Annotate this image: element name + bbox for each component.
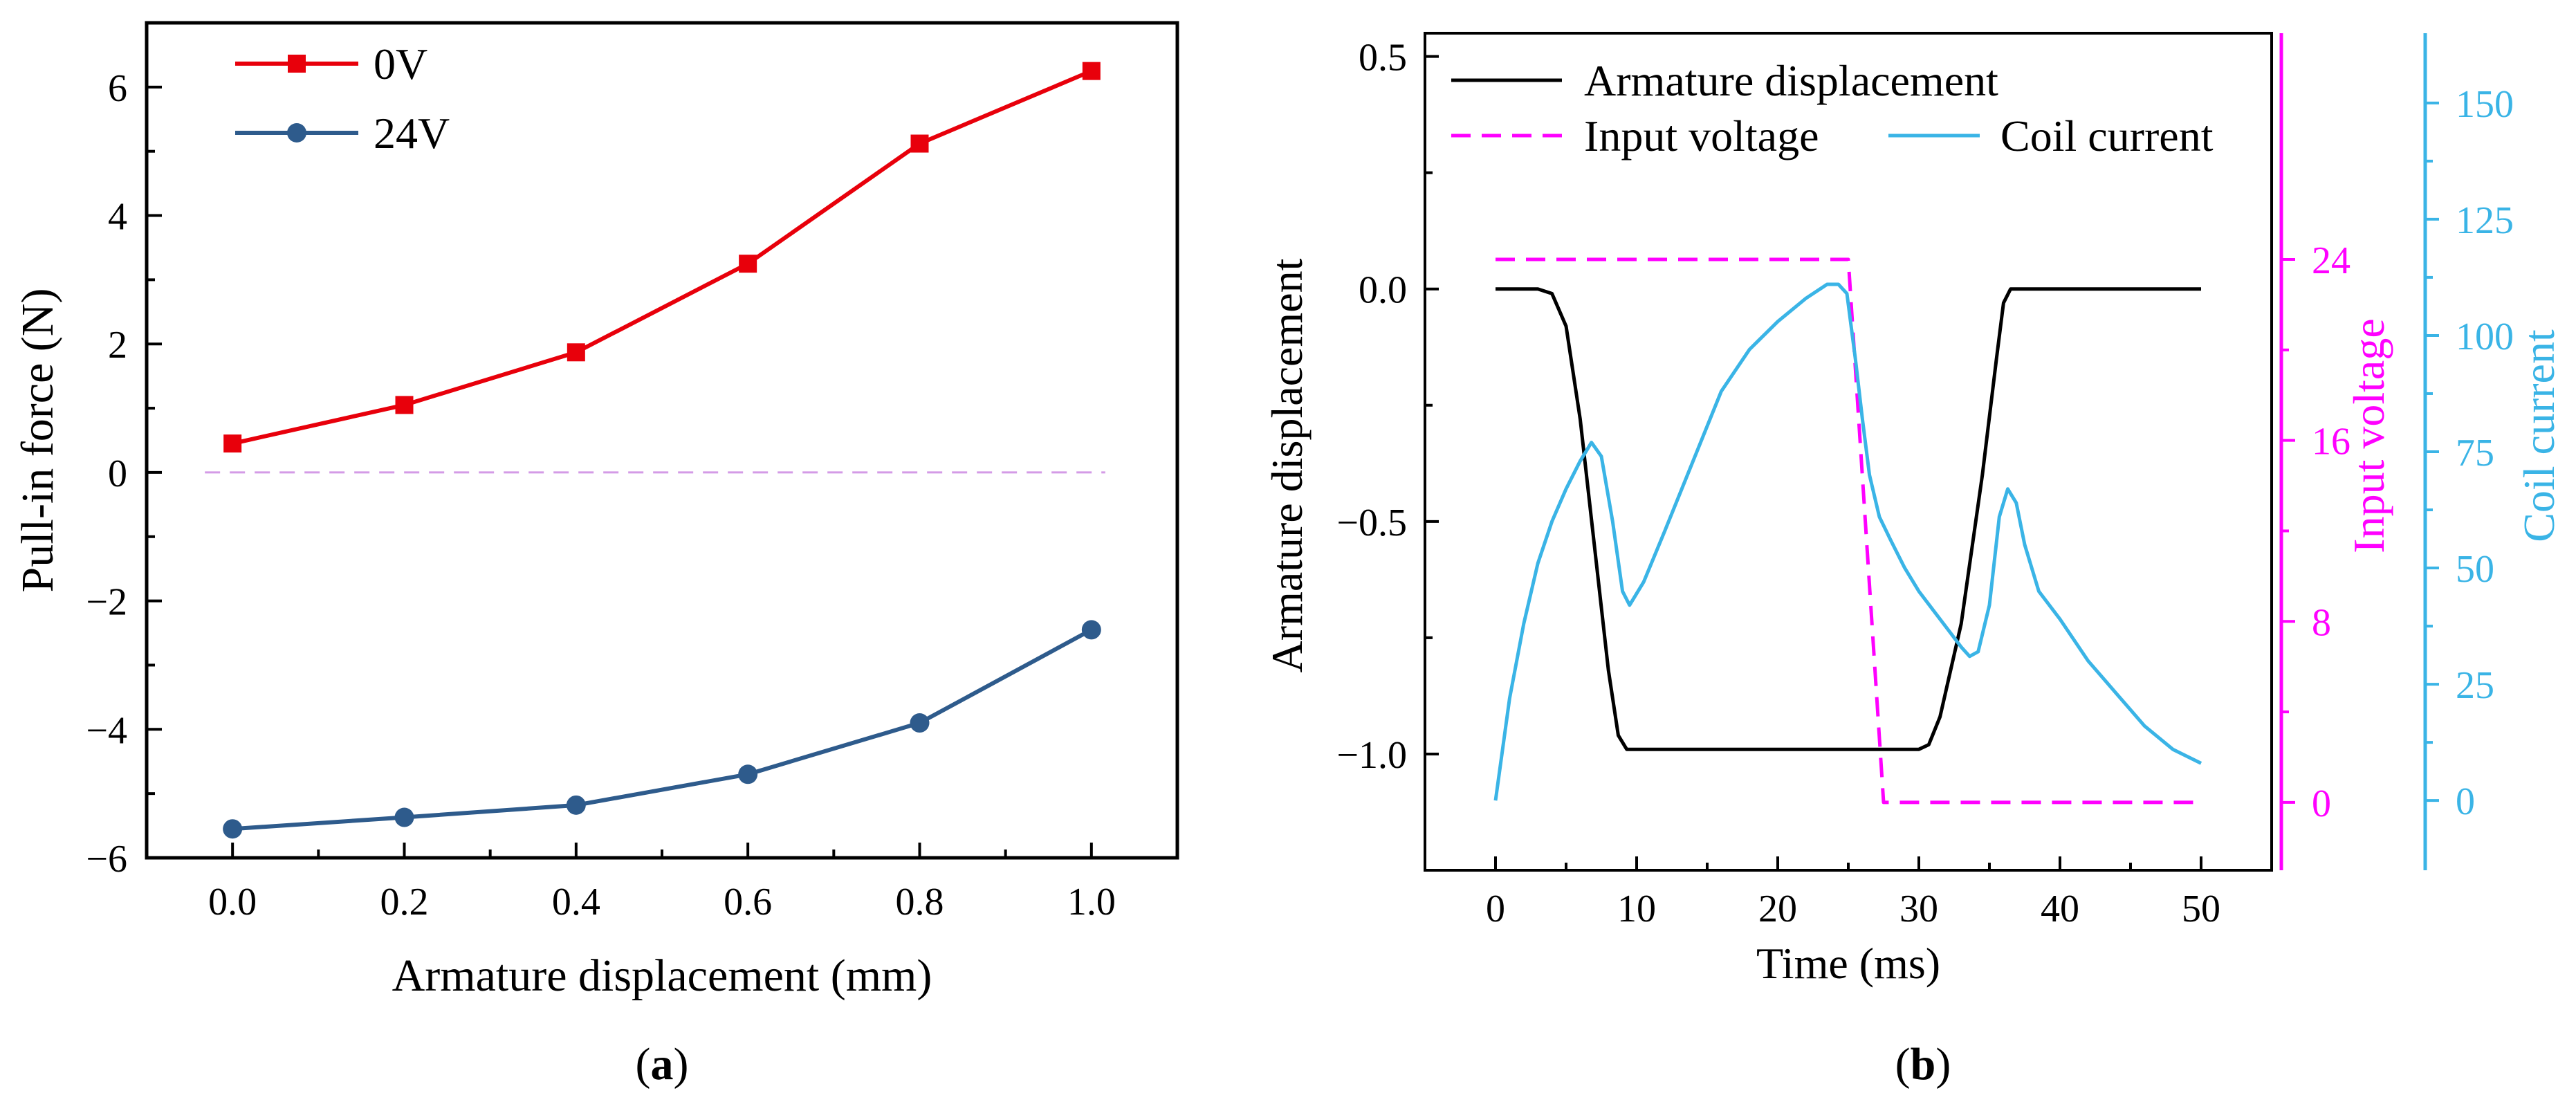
b-legend-label: Armature displacement [1584,56,1998,105]
b-series-line-coil-current [1493,282,2202,801]
a-y-tick-label: 2 [108,324,127,367]
b-x-axis-label: Time (ms) [1756,939,1940,988]
a-legend-label: 24V [374,109,450,158]
a-legend-label: 0V [374,39,427,89]
a-plot-frame [145,21,1179,860]
b-coil-current-axis-label: Coil current [2514,329,2564,542]
a-point-24V [738,764,758,784]
b-panel-label: (b) [1895,1039,1951,1090]
a-y-tick-label: −2 [86,581,127,624]
a-point-24V [566,795,586,815]
b-x-tick-label: 10 [1617,888,1656,930]
b-x-tick-label: 0 [1486,888,1505,930]
b-x-tick-label: 40 [2041,888,2079,930]
a-y-tick-label: 6 [108,67,127,110]
a-point-0V [739,255,757,273]
b-left-y-tick-label: −1.0 [1336,734,1407,777]
a-axis-ticks: 0.0 0.2 0.4 0.6 0.8 1.0 −6 −4 −2 0 2 4 6 [86,67,1115,924]
b-left-y-tick-label: 0.0 [1359,269,1407,312]
a-point-24V [1081,620,1101,640]
a-point-0V [1082,62,1101,80]
a-y-tick-label: 4 [108,196,127,239]
a-x-tick-label: 0.2 [380,881,429,924]
a-series-group [223,62,1101,839]
b-plot-frame [1424,32,2273,872]
a-point-24V [394,807,414,827]
a-y-tick-label: 0 [108,452,127,495]
a-point-0V [910,134,929,153]
a-point-0V [395,396,414,414]
b-legend-label: Input voltage [1584,111,1819,160]
a-x-tick-label: 0.0 [208,881,257,924]
b-axis-ticks: 0 10 20 30 40 50 −1.0 −0.5 0.0 0.5 0 8 16 24 0 25 50 75 10… [1336,37,2514,930]
a-x-tick-label: 0.6 [724,881,772,924]
b-voltage-tick-label: 8 [2312,601,2331,644]
a-x-tick-label: 0.8 [896,881,944,924]
b-left-y-tick-label: 0.5 [1359,37,1407,80]
b-input-voltage-axis-label: Input voltage [2344,318,2393,553]
a-point-0V [567,343,585,362]
a-point-24V [223,819,243,839]
a-x-tick-label: 0.4 [552,881,600,924]
a-legend-marker [287,123,306,143]
a-x-tick-label: 1.0 [1067,881,1116,924]
b-series-line-input-voltage [1496,257,2201,805]
a-point-0V [223,434,242,453]
b-left-y-axis-label: Armature displacement [1262,258,1312,672]
b-current-tick-label: 150 [2456,83,2514,126]
b-voltage-tick-label: 24 [2312,239,2350,282]
a-y-tick-label: −4 [86,709,127,752]
b-series-line-armature-displacement [1496,287,2201,751]
b-current-tick-label: 25 [2456,664,2494,707]
b-current-tick-label: 125 [2456,199,2514,242]
b-x-tick-label: 50 [2182,888,2220,930]
b-current-tick-label: 100 [2456,315,2514,358]
a-point-24V [910,713,930,733]
b-current-tick-label: 50 [2456,548,2494,591]
a-y-axis-label: Pull-in force (N) [12,288,63,593]
a-panel-label: (a) [636,1039,689,1090]
panel-b-chart: 0 10 20 30 40 50 −1.0 −0.5 0.0 0.5 0 8 16 24 0 25 50 75 10… [1262,32,2564,1090]
b-current-tick-label: 0 [2456,780,2475,823]
a-x-axis-label: Armature displacement (mm) [392,951,932,1001]
b-x-tick-label: 30 [1899,888,1938,930]
b-voltage-tick-label: 0 [2312,782,2331,825]
a-y-tick-label: −6 [86,838,127,881]
a-series-line-24V [232,627,1093,832]
a-series-line-0V [232,68,1093,446]
a-legend-marker [288,55,306,73]
b-x-tick-label: 20 [1758,888,1797,930]
b-voltage-tick-label: 16 [2312,421,2350,463]
b-legend: Armature displacement Input voltage Coil c… [1451,56,2214,160]
b-left-y-tick-label: −0.5 [1336,502,1407,544]
b-legend-label: Coil current [2000,111,2214,160]
b-current-tick-label: 75 [2456,432,2494,475]
b-series-group [1493,257,2202,805]
